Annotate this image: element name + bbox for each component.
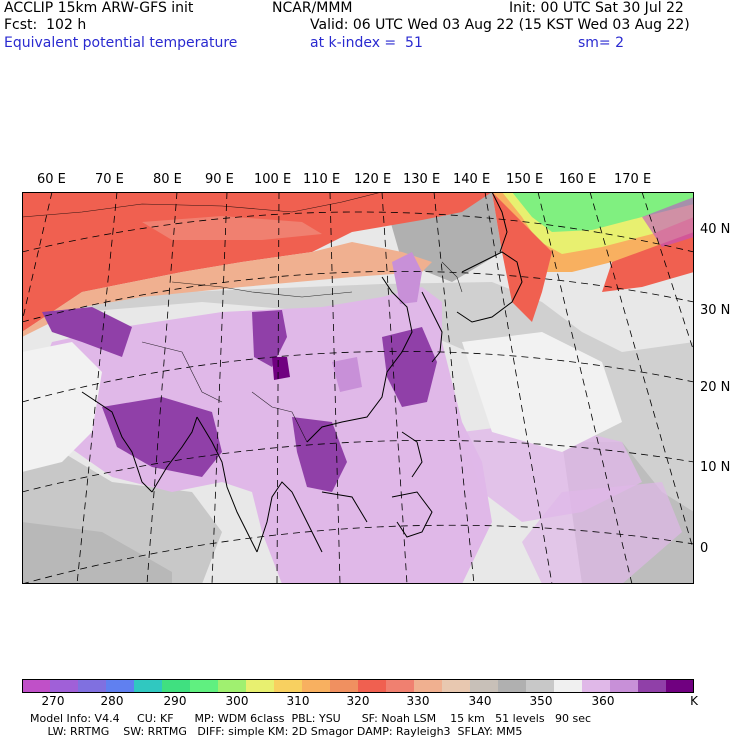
- lon-label: 110 E: [303, 172, 341, 187]
- model-info-line2: LW: RRTMG SW: RRTMG DIFF: simple KM: 2D …: [30, 725, 523, 738]
- lon-label: 130 E: [403, 172, 441, 187]
- colorbar-cell: [666, 679, 694, 693]
- colorbar-label: 330: [406, 694, 430, 708]
- lat-label: 10 N: [700, 460, 731, 475]
- colorbar-cell: [22, 679, 51, 693]
- colorbar-cell: [582, 679, 611, 693]
- colorbar-cell: [246, 679, 275, 693]
- colorbar-cell: [470, 679, 499, 693]
- lat-label: 30 N: [700, 303, 731, 318]
- graticule: [22, 192, 694, 584]
- coastlines: [81, 192, 523, 553]
- colorbar-cell: [386, 679, 415, 693]
- field-white-patch: [462, 332, 622, 452]
- forecast-hour: Fcst: 102 h: [4, 17, 87, 33]
- lon-label: 90 E: [205, 172, 234, 187]
- colorbar-label: 280: [100, 694, 124, 708]
- colorbar-cell: [498, 679, 527, 693]
- field-purple-peak: [272, 357, 290, 380]
- colorbar-label: 290: [163, 694, 187, 708]
- field-name: Equivalent potential temperature: [4, 35, 238, 51]
- field-purple-patch: [392, 252, 422, 304]
- lon-label: 160 E: [559, 172, 597, 187]
- colorbar-cell: [526, 679, 555, 693]
- lon-label: 140 E: [453, 172, 491, 187]
- lat-label: 20 N: [700, 380, 731, 395]
- field-purple-core: [42, 307, 132, 357]
- colorbar-cell: [554, 679, 583, 693]
- colorbar-label: 270: [41, 694, 65, 708]
- colorbar: [22, 679, 694, 693]
- lat-label: 0: [700, 541, 709, 556]
- colorbar-label: 320: [346, 694, 370, 708]
- lon-label: 150 E: [506, 172, 544, 187]
- lon-label: 170 E: [614, 172, 652, 187]
- field-white-patch: [22, 342, 102, 472]
- field-purple-core: [382, 327, 437, 407]
- colorbar-label: 310: [286, 694, 310, 708]
- field-lavender-region: [32, 287, 492, 584]
- colorbar-cell: [162, 679, 191, 693]
- colorbar-cell: [358, 679, 387, 693]
- colorbar-cell: [78, 679, 107, 693]
- level-info: at k-index = 51: [310, 35, 423, 51]
- init-time: Init: 00 UTC Sat 30 Jul 22: [509, 0, 684, 16]
- model-title: ACCLIP 15km ARW-GFS init: [4, 0, 194, 16]
- colorbar-label: 340: [468, 694, 492, 708]
- colorbar-cell: [190, 679, 219, 693]
- smoothing-info: sm= 2: [578, 35, 625, 51]
- colorbar-cell: [50, 679, 79, 693]
- colorbar-unit: K: [690, 694, 698, 708]
- colorbar-cell: [274, 679, 303, 693]
- field-lavender-region: [522, 482, 682, 584]
- map-frame: [22, 192, 694, 584]
- lon-label: 100 E: [254, 172, 292, 187]
- colorbar-cell: [330, 679, 359, 693]
- colorbar-label: 350: [529, 694, 553, 708]
- field-purple-core: [102, 397, 222, 477]
- lon-label: 70 E: [95, 172, 124, 187]
- lon-label: 60 E: [37, 172, 66, 187]
- lat-label: 40 N: [700, 222, 731, 237]
- lon-label: 80 E: [153, 172, 182, 187]
- field-green-region: [512, 192, 694, 232]
- lon-label: 120 E: [354, 172, 392, 187]
- field-purple-patch: [642, 197, 694, 247]
- field-purple-core: [292, 417, 347, 492]
- colorbar-cell: [442, 679, 471, 693]
- colorbar-cell: [610, 679, 639, 693]
- valid-time: Valid: 06 UTC Wed 03 Aug 22 (15 KST Wed …: [310, 17, 690, 33]
- field-warm-band: [492, 192, 552, 322]
- field-warm-band: [22, 192, 492, 332]
- field-grey-region: [22, 522, 172, 584]
- colorbar-cell: [106, 679, 135, 693]
- colorbar-cell: [218, 679, 247, 693]
- colorbar-cell: [638, 679, 667, 693]
- field-warm-patch: [142, 216, 322, 240]
- colorbar-label: 360: [591, 694, 615, 708]
- colorbar-cell: [414, 679, 443, 693]
- theta-e-map: [22, 192, 694, 584]
- colorbar-cell: [134, 679, 163, 693]
- colorbar-cell: [302, 679, 331, 693]
- model-info-line1: Model Info: V4.4 CU: KF MP: WDM 6class P…: [30, 712, 592, 725]
- borders: [22, 192, 463, 443]
- colorbar-label: 300: [225, 694, 249, 708]
- field-warm-band: [22, 242, 432, 337]
- field-purple-patch: [332, 357, 362, 392]
- center-name: NCAR/MMM: [272, 0, 353, 16]
